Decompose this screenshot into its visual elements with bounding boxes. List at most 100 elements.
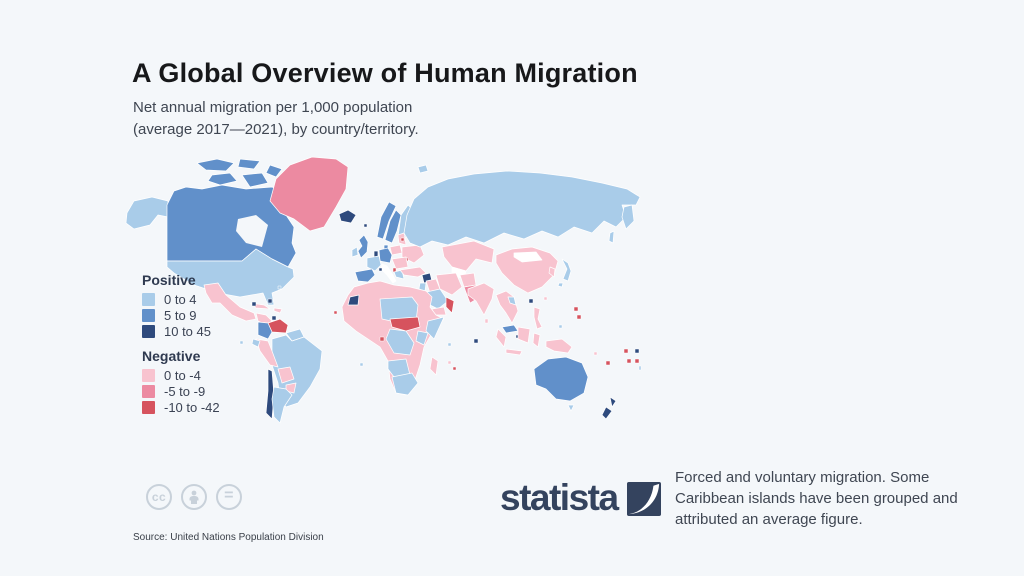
region-oman bbox=[445, 296, 455, 314]
subtitle: Net annual migration per 1,000 populatio… bbox=[133, 97, 419, 141]
region-japan bbox=[561, 258, 572, 282]
region-argentina bbox=[271, 386, 293, 424]
region-china bbox=[495, 246, 559, 294]
region-polynesia-blue bbox=[638, 365, 642, 371]
region-polynesia-navy bbox=[634, 348, 640, 354]
region-new-zealand-south bbox=[601, 406, 613, 420]
region-new-guinea bbox=[545, 338, 573, 354]
subtitle-line-2: (average 2017—2021), by country/territor… bbox=[133, 121, 419, 138]
region-svalbard bbox=[417, 164, 429, 174]
legend-item: 5 to 9 bbox=[142, 307, 220, 323]
legend-label: 0 to 4 bbox=[164, 291, 197, 307]
world-choropleth-map bbox=[125, 156, 642, 424]
legend-swatch-pos3 bbox=[142, 324, 155, 338]
region-hispaniola bbox=[273, 307, 283, 314]
region-maldives bbox=[473, 338, 479, 344]
legend-label: 10 to 45 bbox=[164, 323, 211, 339]
region-polynesia-red bbox=[634, 358, 640, 364]
region-gabon bbox=[379, 336, 385, 342]
region-java bbox=[505, 348, 523, 356]
legend-title-negative: Negative bbox=[142, 348, 201, 364]
cc-by-person-icon bbox=[181, 484, 207, 510]
region-balkans bbox=[391, 256, 409, 270]
statista-logo-text: statista bbox=[500, 477, 619, 518]
region-vanuatu bbox=[605, 360, 611, 366]
cc-icon-text: cc bbox=[151, 490, 167, 504]
region-micronesia bbox=[558, 324, 563, 329]
page-title: A Global Overview of Human Migration bbox=[132, 58, 638, 88]
region-mongolia bbox=[513, 251, 543, 263]
cc-license-icons: cc = bbox=[146, 484, 242, 510]
region-sumatra bbox=[495, 328, 507, 348]
cc-icon: cc bbox=[146, 484, 172, 510]
legend-label: 0 to -4 bbox=[164, 367, 201, 383]
region-sri-lanka bbox=[484, 318, 489, 324]
legend-item: 0 to -4 bbox=[142, 367, 220, 383]
region-india bbox=[467, 282, 495, 316]
region-france bbox=[366, 255, 382, 272]
region-caribbean-island bbox=[267, 298, 273, 304]
legend-item: 0 to 4 bbox=[142, 291, 220, 307]
region-bolivia bbox=[277, 366, 295, 384]
region-ireland bbox=[351, 246, 359, 258]
region-south-africa bbox=[391, 372, 419, 396]
region-galapagos bbox=[239, 340, 244, 345]
region-mexico bbox=[203, 282, 257, 322]
region-peru bbox=[255, 338, 279, 368]
legend-swatch-neg2 bbox=[142, 384, 155, 398]
region-solomon-islands bbox=[593, 351, 598, 356]
legend-title-positive: Positive bbox=[142, 272, 196, 288]
region-italy bbox=[380, 263, 397, 284]
region-sulawesi bbox=[532, 332, 541, 348]
equals-glyph: = bbox=[224, 487, 234, 504]
statista-logo: statista bbox=[500, 477, 661, 519]
region-canada-arctic bbox=[196, 158, 235, 172]
region-greenland bbox=[269, 156, 349, 232]
subtitle-line-1: Net annual migration per 1,000 populatio… bbox=[133, 99, 413, 116]
region-canada-arctic bbox=[241, 172, 269, 188]
legend-swatch-pos1 bbox=[142, 292, 155, 306]
region-bermuda bbox=[277, 285, 282, 290]
region-australia bbox=[533, 356, 589, 402]
region-hong-kong bbox=[528, 298, 534, 304]
hudson-bay bbox=[236, 215, 268, 247]
region-reunion bbox=[447, 360, 452, 365]
region-madagascar bbox=[429, 356, 439, 376]
region-philippines bbox=[533, 306, 543, 330]
region-canada-arctic bbox=[265, 164, 283, 178]
region-new-zealand-north bbox=[609, 396, 617, 408]
region-polynesia-red bbox=[626, 358, 632, 364]
region-chile bbox=[265, 368, 275, 420]
legend-swatch-pos2 bbox=[142, 308, 155, 322]
region-kamchatka bbox=[621, 204, 635, 230]
cc-nd-equals-icon: = bbox=[216, 484, 242, 510]
region-colombia bbox=[257, 321, 273, 340]
region-spain-portugal bbox=[354, 268, 376, 283]
region-mauritius bbox=[452, 366, 457, 371]
legend-item: -10 to -42 bbox=[142, 399, 220, 415]
region-kenya-uganda bbox=[415, 330, 429, 346]
region-uk bbox=[357, 234, 369, 259]
region-tasmania bbox=[567, 404, 575, 412]
region-polynesia-red bbox=[623, 348, 629, 354]
region-canada-arctic bbox=[237, 158, 261, 170]
region-korea bbox=[548, 266, 556, 278]
region-iceland bbox=[338, 209, 357, 224]
legend-item: -5 to -9 bbox=[142, 383, 220, 399]
region-poland bbox=[389, 244, 403, 256]
footnote-line-3: attributed an average figure. bbox=[675, 511, 863, 528]
legend-label: -5 to -9 bbox=[164, 383, 206, 399]
legend-item: 10 to 45 bbox=[142, 323, 220, 339]
region-latvia bbox=[400, 237, 405, 242]
region-japan-south bbox=[557, 282, 564, 288]
footnote: Forced and voluntary migration. Some Car… bbox=[675, 467, 975, 530]
region-usa bbox=[166, 248, 295, 306]
region-faroe bbox=[363, 223, 368, 228]
region-ecuador bbox=[251, 338, 261, 348]
region-norway bbox=[376, 201, 397, 240]
region-cape-verde bbox=[333, 310, 338, 315]
legend-group-negative: Negative 0 to -4 -5 to -9 -10 to -42 bbox=[142, 348, 220, 415]
legend-group-positive: Positive 0 to 4 5 to 9 10 to 45 bbox=[142, 272, 220, 339]
region-indochina bbox=[495, 290, 519, 324]
